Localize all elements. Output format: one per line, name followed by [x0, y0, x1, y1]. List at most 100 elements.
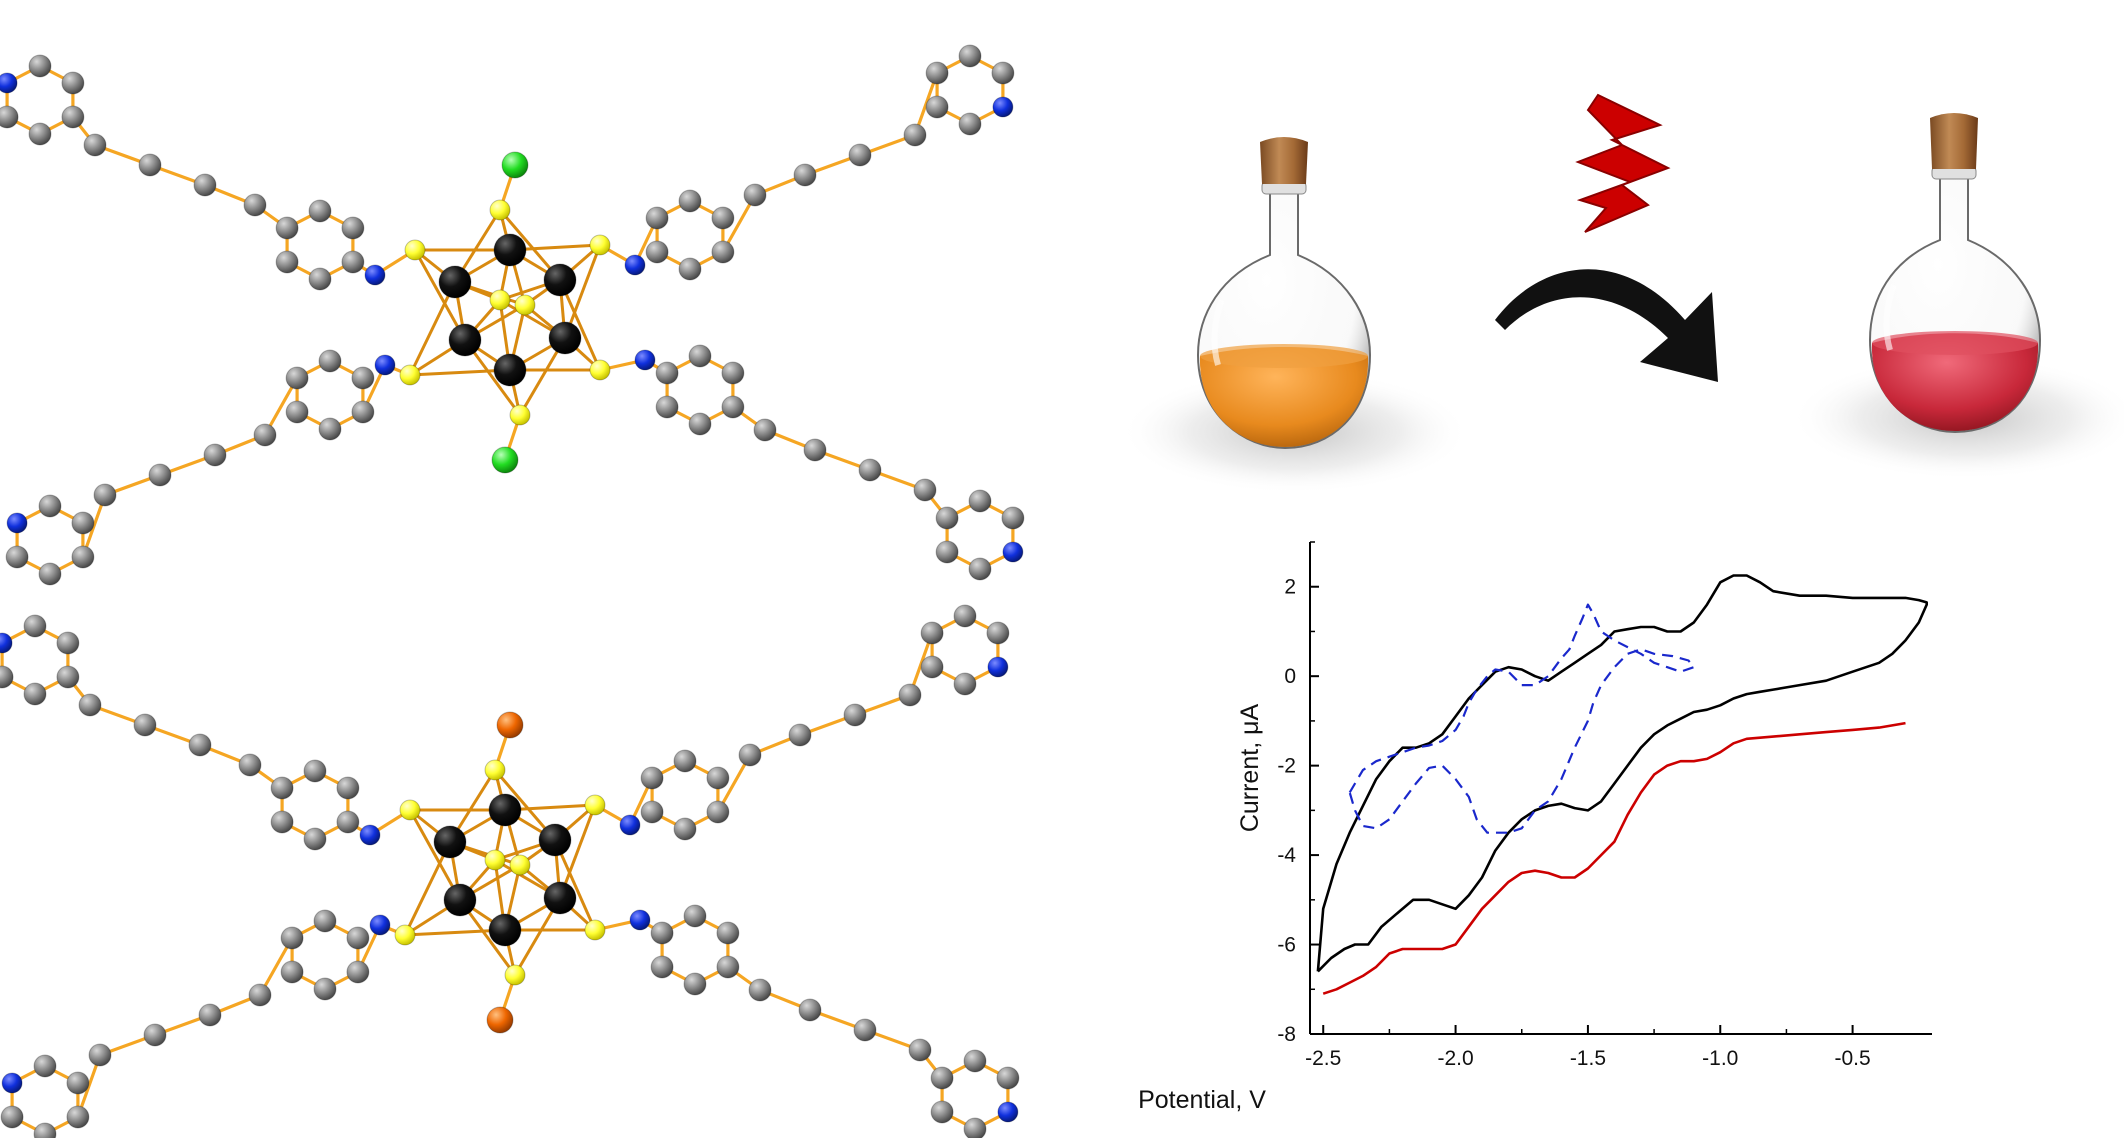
atom	[655, 361, 679, 385]
atom	[793, 163, 817, 187]
chemical-bond	[408, 809, 462, 901]
chemical-bond	[403, 841, 452, 936]
atom	[336, 810, 360, 834]
atom	[624, 254, 646, 276]
atom	[253, 423, 277, 447]
atom	[394, 924, 416, 946]
chemical-bond	[558, 804, 597, 899]
series-line-3	[1348, 603, 1695, 834]
atom	[308, 267, 332, 291]
molecule-top-cluster	[0, 44, 1025, 586]
atom	[404, 239, 426, 261]
atom	[148, 463, 172, 487]
y-tick-label: -8	[1277, 1023, 1296, 1046]
atom	[83, 133, 107, 157]
x-axis-ticks: -2.5 -2.0 -1.5 -1.0 -0.5	[1305, 1025, 1871, 1070]
atom	[28, 122, 52, 146]
atom	[491, 446, 519, 474]
atom	[655, 395, 679, 419]
atom	[38, 494, 62, 518]
curved-arrow-icon	[1495, 269, 1718, 382]
atom	[313, 909, 337, 933]
atom	[991, 61, 1015, 85]
atom	[496, 711, 524, 739]
atom	[238, 753, 262, 777]
atom	[318, 417, 342, 441]
atom	[193, 173, 217, 197]
chemical-bond	[413, 249, 467, 341]
atom	[318, 349, 342, 373]
atom	[351, 366, 375, 390]
atom	[650, 955, 674, 979]
atom	[898, 683, 922, 707]
atom	[992, 96, 1014, 118]
atom	[280, 960, 304, 984]
y-tick-label: -2	[1277, 755, 1296, 778]
atom	[285, 400, 309, 424]
atom	[448, 323, 482, 357]
x-tick-label: -1.0	[1702, 1047, 1738, 1070]
atom	[501, 151, 529, 179]
flask-red-icon	[1790, 113, 2124, 480]
atom	[509, 854, 531, 876]
y-tick-label: 0	[1284, 665, 1296, 688]
atom	[908, 1038, 932, 1062]
chemical-bond	[558, 279, 602, 371]
atom	[958, 112, 982, 136]
atom	[650, 921, 674, 945]
atom	[678, 257, 702, 281]
atom	[996, 1066, 1020, 1090]
atom	[61, 71, 85, 95]
atom	[935, 540, 959, 564]
cv-chart: -2.5 -2.0 -1.5 -1.0 -0.5 -8 -6 -4 -2 0 2 Potentia…	[1138, 541, 1932, 1114]
atom	[743, 183, 767, 207]
atom	[688, 412, 712, 436]
atom	[433, 825, 467, 859]
atom	[203, 443, 227, 467]
atom	[958, 44, 982, 68]
atom	[543, 881, 577, 915]
atom	[843, 703, 867, 727]
atom	[619, 814, 641, 836]
atom	[683, 904, 707, 928]
x-tick-label: -2.5	[1305, 1047, 1341, 1070]
atom	[968, 489, 992, 513]
atom	[270, 810, 294, 834]
atom	[308, 199, 332, 223]
atom	[538, 823, 572, 857]
x-tick-label: -2.0	[1437, 1047, 1473, 1070]
atom	[133, 713, 157, 737]
atom	[313, 977, 337, 1001]
atom	[925, 95, 949, 119]
atom	[798, 998, 822, 1022]
atom	[438, 265, 472, 299]
atom	[509, 404, 531, 426]
atom	[548, 321, 582, 355]
atom	[716, 955, 740, 979]
atom	[589, 234, 611, 256]
atom	[997, 1101, 1019, 1123]
atom	[721, 395, 745, 419]
atom	[721, 361, 745, 385]
atom	[351, 400, 375, 424]
atom	[486, 1006, 514, 1034]
atom	[93, 483, 117, 507]
atom	[1, 1072, 23, 1094]
atom	[88, 1043, 112, 1067]
x-tick-label: -1.5	[1570, 1047, 1606, 1070]
atom	[803, 438, 827, 462]
atom	[858, 458, 882, 482]
atom	[71, 545, 95, 569]
atom	[78, 693, 102, 717]
atom	[716, 921, 740, 945]
atom	[543, 263, 577, 297]
chemical-bond	[408, 281, 457, 376]
atom	[303, 759, 327, 783]
atom	[673, 817, 697, 841]
atom	[341, 216, 365, 240]
atom	[71, 511, 95, 535]
atom	[66, 1071, 90, 1095]
x-axis-title: Potential, V	[1138, 1086, 1266, 1114]
chemical-bond	[563, 244, 602, 339]
atom	[138, 153, 162, 177]
